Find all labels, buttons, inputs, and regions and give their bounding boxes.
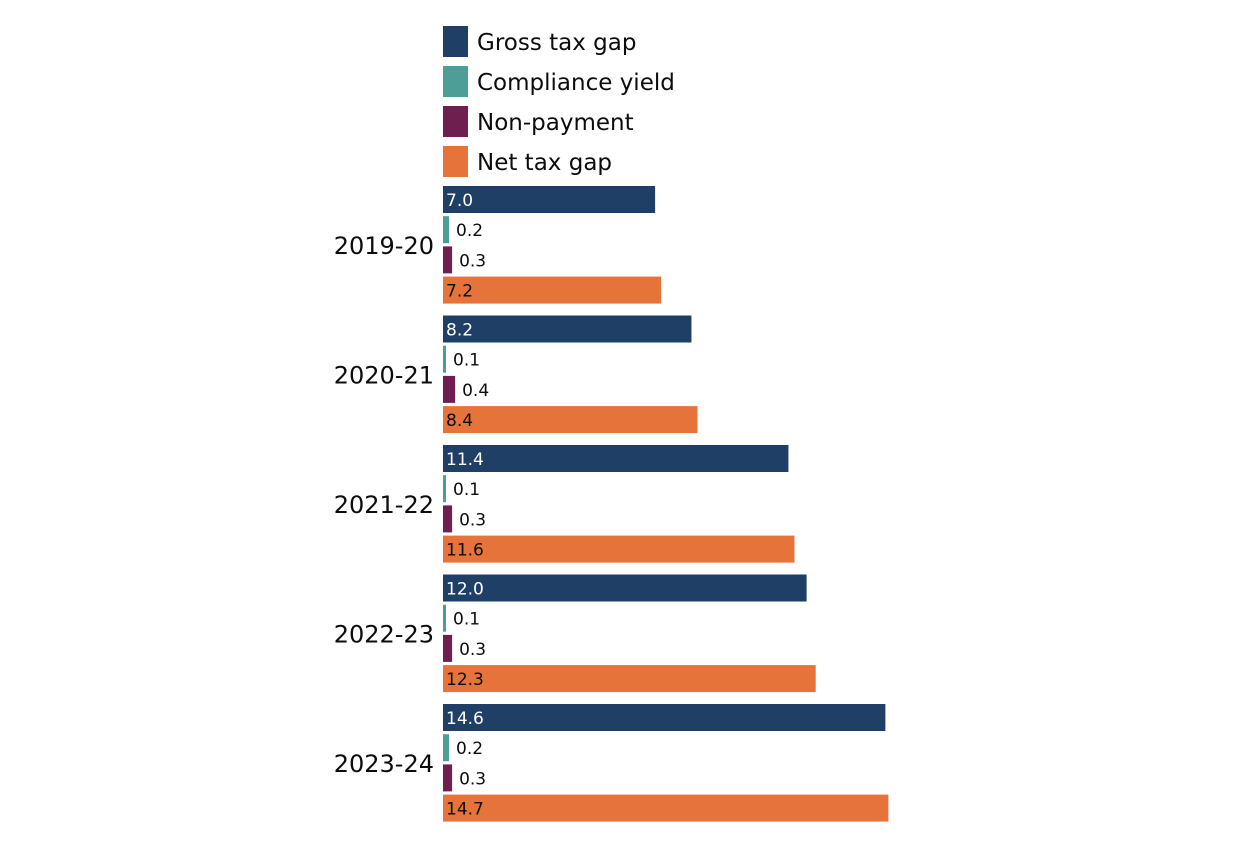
- legend-label: Gross tax gap: [477, 30, 636, 56]
- data-label: 11.6: [446, 541, 484, 561]
- bar: [443, 216, 450, 244]
- bar: [443, 276, 662, 304]
- category-labels: 2019-20 2020-21 2021-22 2022-23 2023-24: [334, 232, 434, 778]
- legend: Gross tax gap Compliance yield Non-payment…: [443, 26, 675, 177]
- data-label: 0.4: [462, 381, 489, 401]
- data-label: 0.3: [459, 510, 486, 530]
- bar: [443, 634, 453, 662]
- data-label: 14.7: [446, 800, 484, 820]
- data-label: 7.2: [446, 282, 473, 302]
- bars: [443, 186, 889, 822]
- data-label: 0.1: [453, 480, 480, 500]
- bar: [443, 794, 889, 822]
- data-label: 0.3: [459, 769, 486, 789]
- data-label: 0.3: [459, 640, 486, 660]
- bar: [443, 445, 789, 472]
- bar: [443, 604, 447, 632]
- data-label: 0.1: [453, 351, 480, 371]
- bar: [443, 505, 453, 533]
- bar: [443, 475, 447, 503]
- legend-swatch: [443, 146, 468, 177]
- bar: [443, 665, 816, 693]
- bar: [443, 315, 692, 343]
- category-label: 2023-24: [334, 750, 434, 778]
- data-label: 12.3: [446, 670, 484, 690]
- value-labels: 7.0 0.2 0.3 7.2 8.2 0.1 0.4 8.4 11.4 0.1 0.3 11.6 12…: [446, 191, 489, 820]
- data-label: 0.2: [456, 739, 483, 759]
- legend-label: Non-payment: [477, 110, 634, 136]
- data-label: 8.2: [446, 321, 473, 341]
- legend-label: Net tax gap: [477, 150, 612, 176]
- bar: [443, 704, 886, 731]
- legend-swatch: [443, 66, 468, 97]
- category-label: 2022-23: [334, 621, 434, 649]
- legend-swatch: [443, 26, 468, 57]
- legend-swatch: [443, 106, 468, 137]
- bar: [443, 406, 698, 434]
- legend-label: Compliance yield: [477, 70, 675, 96]
- bar: [443, 345, 447, 373]
- bar: [443, 186, 656, 213]
- category-label: 2021-22: [334, 491, 434, 519]
- data-label: 12.0: [446, 580, 484, 600]
- bar: [443, 375, 456, 403]
- data-label: 0.2: [456, 221, 483, 241]
- category-label: 2020-21: [334, 362, 434, 390]
- bar: [443, 764, 453, 792]
- data-label: 7.0: [446, 191, 473, 211]
- bar: [443, 574, 807, 602]
- data-label: 14.6: [446, 709, 484, 729]
- bar: [443, 535, 795, 563]
- data-label: 0.1: [453, 610, 480, 630]
- data-label: 0.3: [459, 251, 486, 271]
- bar: [443, 734, 450, 762]
- bar: [443, 246, 453, 274]
- data-label: 8.4: [446, 411, 473, 431]
- data-label: 11.4: [446, 450, 484, 470]
- category-label: 2019-20: [334, 232, 434, 260]
